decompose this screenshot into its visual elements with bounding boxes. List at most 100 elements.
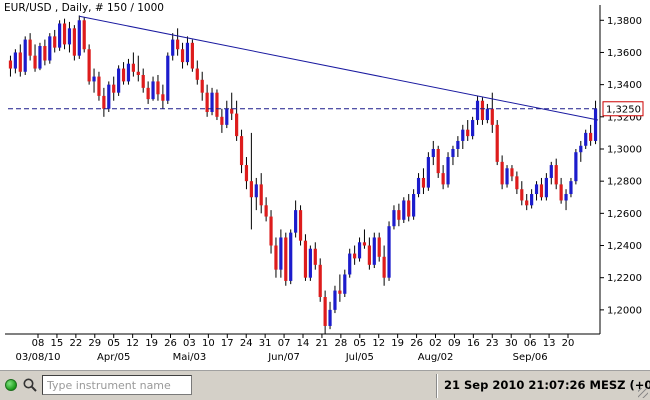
candle [525, 194, 529, 211]
candle [579, 140, 583, 162]
candle [77, 15, 81, 59]
x-tick-label: 22 [69, 338, 82, 349]
x-tick-label: 09 [448, 338, 461, 349]
y-tick-label: 1,2800 [607, 177, 642, 188]
candle [235, 100, 239, 141]
candle [92, 68, 96, 93]
x-tick-label: 14 [297, 338, 310, 349]
candle [475, 95, 480, 125]
x-tick-label: 30 [505, 338, 518, 349]
candle [239, 129, 244, 174]
y-tick-label: 1,3400 [607, 80, 642, 91]
candle [397, 203, 401, 227]
x-month-label: Apr/05 [97, 352, 130, 363]
candle [289, 229, 293, 285]
x-tick-label: 05 [353, 338, 366, 349]
x-month-label: Aug/02 [418, 352, 454, 363]
candle [53, 29, 57, 53]
candle [544, 173, 548, 201]
candle [220, 108, 224, 133]
x-tick-label: 20 [562, 338, 575, 349]
trendline[interactable] [79, 15, 599, 121]
candle [33, 44, 37, 72]
x-tick-label: 29 [88, 338, 101, 349]
candle [357, 237, 362, 262]
candle [117, 65, 121, 96]
x-tick-label: 15 [51, 338, 64, 349]
candle [107, 81, 111, 112]
x-tick-label: 13 [543, 338, 556, 349]
x-tick-label: 16 [467, 338, 480, 349]
y-tick-label: 1,3200 [607, 112, 642, 123]
candle [176, 28, 180, 56]
candle [323, 290, 327, 334]
x-month-label: Mai/03 [173, 352, 207, 363]
candle [520, 181, 524, 206]
candle [436, 145, 440, 178]
instrument-search-input[interactable] [42, 375, 192, 395]
candle [348, 248, 352, 278]
x-tick-label: 03 [183, 338, 196, 349]
candlestick-chart[interactable]: 1,3800 1,3600 1,3400 1,3200 1,3000 1,2800 1,26… [0, 0, 650, 370]
x-month-label: 03/08/10 [16, 352, 61, 363]
candle [43, 39, 47, 66]
candle [466, 120, 470, 141]
x-month-label: Sep/06 [513, 352, 548, 363]
candle [392, 205, 396, 230]
candle [426, 152, 430, 191]
candle [87, 44, 91, 85]
x-month-label: Jul/05 [345, 352, 374, 363]
candle [500, 155, 504, 190]
x-month-label: Jun/07 [267, 352, 300, 363]
candle [377, 232, 381, 262]
candle [294, 200, 298, 238]
candle [485, 103, 489, 124]
candle [343, 269, 347, 297]
y-tick-label: 1,3600 [607, 48, 642, 59]
candle [367, 237, 371, 270]
candle [505, 165, 509, 188]
candle [402, 197, 406, 223]
chart-area[interactable]: 1,3800 1,3600 1,3400 1,3200 1,3000 1,2800 1,26… [0, 0, 650, 370]
y-tick-label: 1,2400 [607, 241, 642, 252]
x-tick-label: 05 [107, 338, 120, 349]
candle [102, 87, 106, 117]
x-tick-label: 26 [164, 338, 177, 349]
chart-title: EUR/USD , Daily, # 150 / 1000 [4, 2, 164, 14]
search-icon[interactable] [22, 377, 38, 393]
y-tick-label: 1,2600 [607, 209, 642, 220]
candle [48, 33, 52, 64]
candle [254, 177, 258, 211]
candle [205, 84, 209, 117]
candle [303, 234, 308, 281]
candle [574, 148, 578, 185]
candle [530, 189, 534, 209]
x-tick-label: 12 [126, 338, 139, 349]
x-tick-label: 31 [259, 338, 272, 349]
candle [298, 205, 303, 246]
status-bar: 21 Sep 2010 21:07:26 MESZ (+0200) [0, 370, 650, 400]
current-price-label: 1,3250 [606, 104, 641, 115]
candle [82, 17, 86, 53]
x-tick-label: 23 [486, 338, 499, 349]
candle [421, 168, 426, 195]
candle [112, 76, 116, 101]
status-separator [436, 374, 438, 398]
candle [515, 171, 519, 195]
candle [333, 285, 337, 314]
candle [534, 181, 539, 201]
candle [387, 221, 391, 281]
candle [141, 68, 145, 93]
candle [564, 189, 568, 211]
x-tick-label: 26 [410, 338, 423, 349]
resize-grip-icon[interactable] [638, 388, 648, 398]
candle [8, 55, 13, 77]
candle [274, 237, 278, 278]
candle [171, 33, 175, 61]
candle [180, 42, 185, 69]
y-tick-label: 1,3800 [607, 16, 642, 27]
y-tick-label: 1,2200 [607, 273, 642, 284]
candle [28, 33, 32, 61]
candle [407, 194, 411, 222]
candle [131, 52, 135, 77]
